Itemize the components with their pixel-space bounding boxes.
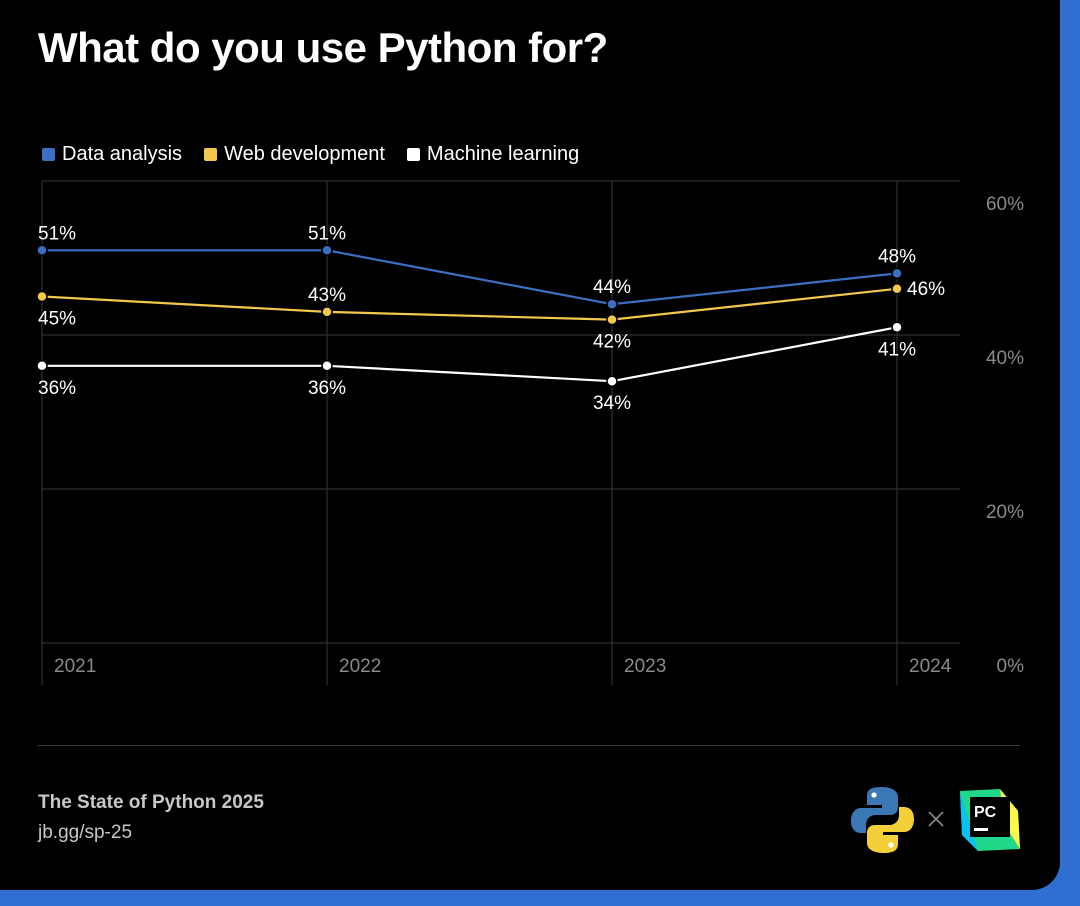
data-label: 41% [878, 339, 916, 360]
times-icon [928, 811, 944, 827]
line-chart: 0% 20% 40% 60% 2021 2022 2023 2024 51% 51% 44% 48% 4… [36, 180, 1025, 685]
footer-divider [38, 745, 1020, 746]
source-link[interactable]: jb.gg/sp-25 [38, 822, 133, 843]
source-title: The State of Python 2025 [38, 792, 264, 813]
legend-label-data-analysis: Data analysis [62, 143, 183, 165]
python-logo [851, 787, 914, 853]
data-point [891, 267, 903, 280]
data-label: 46% [907, 279, 945, 300]
legend-swatch-machine-learning [406, 148, 420, 161]
logos: PC [851, 787, 1020, 853]
legend-item-data-analysis: Data analysis [42, 143, 182, 166]
y-tick-label: 60% [986, 194, 1024, 215]
data-label: 34% [593, 393, 631, 414]
legend-item-web-development: Web development [204, 143, 385, 166]
chart-card: What do you use Python for? Data analysi… [0, 0, 1060, 890]
series-line-0 [42, 249, 898, 306]
data-point [891, 283, 903, 295]
y-tick-label: 0% [997, 656, 1025, 677]
legend-swatch-data-analysis [42, 148, 55, 161]
data-point [321, 360, 333, 372]
data-label: 48% [878, 246, 916, 267]
data-point [606, 375, 618, 387]
legend-label-machine-learning: Machine learning [426, 143, 580, 165]
data-label: 36% [308, 378, 346, 399]
page-title: What do you use Python for? [38, 24, 608, 71]
data-label: 51% [38, 223, 76, 244]
data-label: 43% [308, 285, 346, 306]
x-tick-label: 2023 [624, 656, 666, 677]
data-point [36, 244, 48, 257]
legend-swatch-web-development [204, 148, 218, 161]
data-label: 36% [38, 378, 76, 399]
data-point [36, 290, 48, 303]
data-point [321, 306, 333, 318]
pycharm-logo: PC [960, 789, 1020, 851]
legend-item-machine-learning: Machine learning [406, 143, 580, 166]
y-tick-label: 40% [986, 348, 1024, 369]
data-label: 45% [38, 309, 76, 330]
data-point [891, 321, 903, 334]
data-point [36, 360, 48, 372]
series-line-1 [41, 287, 898, 321]
data-label: 51% [308, 223, 346, 244]
data-point [606, 313, 618, 326]
pycharm-logo-text: PC [974, 804, 997, 821]
series-line-2 [42, 326, 898, 383]
data-point [321, 244, 333, 257]
x-tick-label: 2024 [909, 656, 952, 677]
data-point [606, 298, 618, 310]
y-tick-label: 20% [986, 502, 1024, 523]
legend-label-web-development: Web development [224, 143, 385, 165]
data-label: 44% [593, 277, 631, 298]
legend: Data analysis Web development Machine le… [42, 143, 579, 166]
x-tick-label: 2021 [54, 656, 96, 677]
data-label: 42% [593, 332, 631, 353]
x-tick-label: 2022 [339, 656, 381, 677]
